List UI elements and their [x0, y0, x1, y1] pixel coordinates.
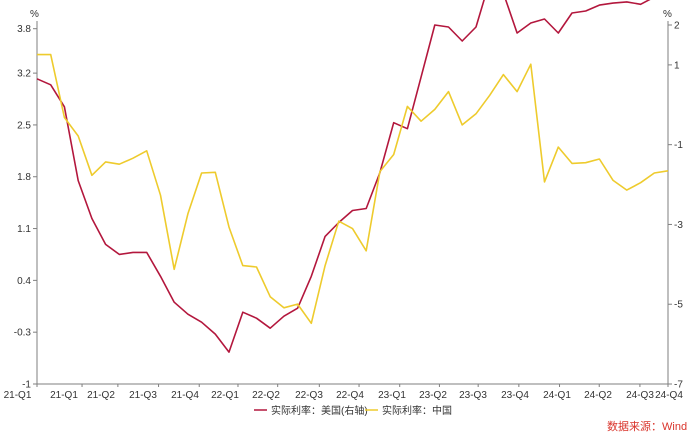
- x-tick-label: 21-Q4: [171, 390, 199, 401]
- legend: 实际利率：美国(右轴) 实际利率：中国: [254, 404, 452, 417]
- x-tick-label: 21-Q1: [4, 390, 32, 401]
- x-tick-label: 24-Q4: [655, 390, 683, 401]
- data-source: 数据来源：Wind: [607, 419, 687, 433]
- legend-label-us: 实际利率：美国(右轴): [271, 404, 368, 417]
- left-axis: % -1 -0.3 0.4 1.1 1.8 2.5 3.2 3.8: [14, 9, 39, 391]
- right-tick-label: -1: [674, 140, 683, 151]
- right-axis: % -7 -5 -3 -1 1 2: [663, 9, 683, 391]
- x-tick-label: 23-Q2: [419, 390, 447, 401]
- x-tick-label: 22-Q4: [336, 390, 364, 401]
- left-tick-label: 3.2: [17, 69, 31, 80]
- axis-lines: [36, 21, 669, 385]
- x-tick-label: 22-Q2: [252, 390, 280, 401]
- x-tick-label: 23-Q4: [501, 390, 529, 401]
- x-tick-label: 22-Q3: [295, 390, 323, 401]
- x-tick-label: 21-Q2: [87, 390, 115, 401]
- right-axis-unit: %: [663, 9, 672, 20]
- plot-area: [36, 0, 669, 353]
- x-tick-label: 24-Q1: [543, 390, 571, 401]
- left-tick-label: 1.1: [17, 224, 31, 235]
- right-tick-label: 2: [674, 21, 680, 32]
- x-tick-label: 24-Q2: [584, 390, 612, 401]
- left-tick-label: -0.3: [14, 328, 32, 339]
- x-tick-label: 23-Q3: [459, 390, 487, 401]
- x-tick-label: 22-Q1: [211, 390, 239, 401]
- right-tick-label: -3: [674, 220, 683, 231]
- series-line-us-real-rate: [36, 0, 651, 353]
- left-tick-label: 2.5: [17, 120, 31, 131]
- right-tick-label: 1: [674, 60, 680, 71]
- left-axis-unit: %: [30, 9, 39, 20]
- right-tick-label: -7: [674, 380, 683, 391]
- x-tick-label: 21-Q3: [129, 390, 157, 401]
- x-tick-label: 23-Q1: [378, 390, 406, 401]
- left-tick-label: 1.8: [17, 172, 31, 183]
- series-line-china-real-rate: [37, 53, 669, 325]
- left-tick-label: -1: [22, 380, 31, 391]
- right-tick-label: -5: [674, 300, 683, 311]
- x-axis: 21-Q1 21-Q1 21-Q2 21-Q3 21-Q4 22-Q1 22-Q2 22-Q3…: [4, 384, 683, 401]
- left-tick-label: 0.4: [17, 276, 31, 287]
- x-tick-label: 24-Q3: [626, 390, 654, 401]
- legend-label-cn: 实际利率：中国: [382, 404, 452, 417]
- x-tick-label: 21-Q1: [50, 390, 78, 401]
- left-tick-label: 3.8: [17, 24, 31, 35]
